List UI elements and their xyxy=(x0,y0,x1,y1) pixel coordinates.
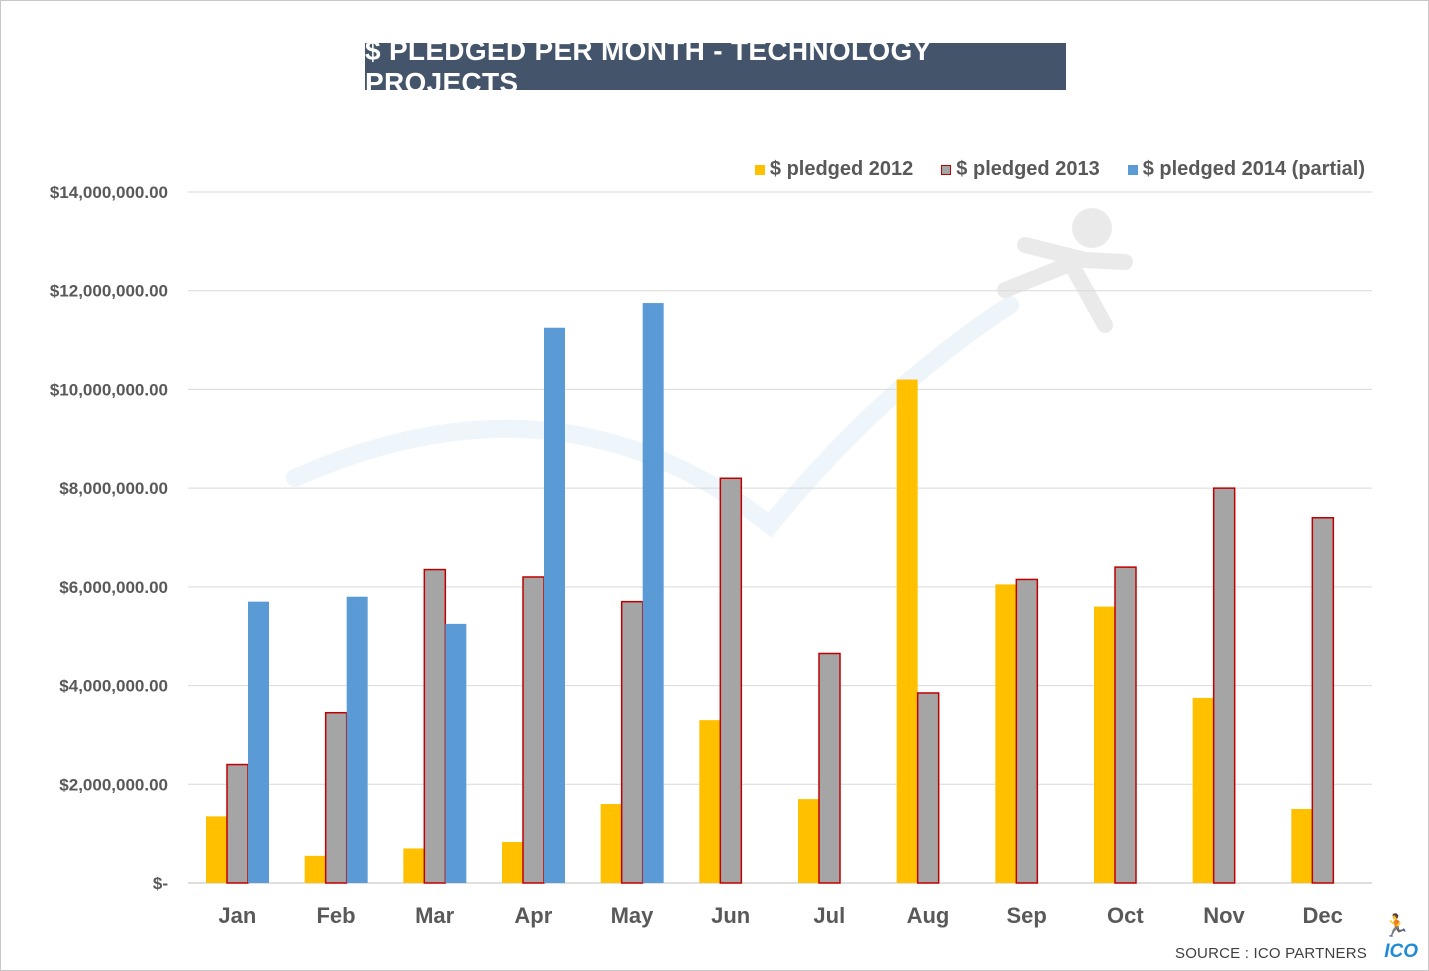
bar-may-series-1 xyxy=(620,600,644,884)
legend-item-2014: $ pledged 2014 (partial) xyxy=(1127,158,1365,181)
bar-apr-series-1 xyxy=(522,576,545,884)
x-tick-label: Sep xyxy=(1006,903,1046,928)
bar-sep-series-1 xyxy=(1015,578,1039,884)
bar-oct-series-0 xyxy=(1094,606,1115,883)
bar-mar-series-1 xyxy=(423,568,447,884)
bar-jun-series-0 xyxy=(699,720,721,883)
legend-label-2012: $ pledged 2012 xyxy=(769,158,914,180)
bar-feb-series-0 xyxy=(304,855,326,883)
y-tick-label: $12,000,000.00 xyxy=(50,282,168,301)
bar-feb-series-2 xyxy=(346,596,368,883)
bar-jun-series-1 xyxy=(719,477,743,884)
x-tick-label: Jun xyxy=(711,903,750,928)
bar-may-series-2 xyxy=(642,303,664,883)
legend-swatch-2012 xyxy=(754,164,765,175)
bar-apr-series-2 xyxy=(544,327,565,883)
bar-mar-series-0 xyxy=(403,848,425,883)
bar-oct-series-1 xyxy=(1114,566,1137,884)
x-tick-label: Aug xyxy=(907,903,950,928)
y-tick-label: $14,000,000.00 xyxy=(50,183,168,202)
x-tick-label: May xyxy=(611,903,655,928)
x-tick-label: Jan xyxy=(218,903,256,928)
bar-jul-series-1 xyxy=(818,652,841,884)
bar-may-series-0 xyxy=(600,804,622,883)
y-tick-label: $10,000,000.00 xyxy=(50,380,168,399)
bar-nov-series-0 xyxy=(1192,697,1214,883)
legend-item-2013: $ pledged 2013 xyxy=(941,158,1100,181)
chart-title: $ PLEDGED PER MONTH - TECHNOLOGY PROJECT… xyxy=(365,34,932,98)
bar-sep-series-0 xyxy=(995,584,1017,883)
ico-logo: 🏃 ICO xyxy=(1378,913,1418,963)
y-tick-label: $6,000,000.00 xyxy=(59,578,168,597)
bar-jul-series-0 xyxy=(798,799,819,883)
x-tick-label: Feb xyxy=(316,903,355,928)
x-tick-label: Jul xyxy=(813,903,845,928)
bar-mar-series-2 xyxy=(445,623,467,883)
chart-title-box: $ PLEDGED PER MONTH - TECHNOLOGY PROJECT… xyxy=(365,35,1066,98)
source-note: SOURCE : ICO PARTNERS xyxy=(1174,945,1367,962)
y-tick-label: $8,000,000.00 xyxy=(59,479,168,498)
bar-aug-series-0 xyxy=(896,379,918,883)
x-tick-label: Dec xyxy=(1302,903,1342,928)
bar-nov-series-1 xyxy=(1212,487,1236,884)
x-tick-label: Nov xyxy=(1203,903,1245,928)
x-tick-label: Oct xyxy=(1107,903,1144,928)
bar-dec-series-0 xyxy=(1291,808,1313,883)
legend-label-2014: $ pledged 2014 (partial) xyxy=(1142,158,1365,180)
legend-swatch-2013 xyxy=(941,164,952,175)
y-tick-label: $2,000,000.00 xyxy=(59,775,168,794)
y-tick-label: $4,000,000.00 xyxy=(59,677,168,696)
bar-jan-series-1 xyxy=(226,763,249,884)
bar-apr-series-0 xyxy=(502,842,523,883)
bar-jan-series-0 xyxy=(206,816,227,883)
bar-aug-series-1 xyxy=(916,692,940,884)
bar-feb-series-1 xyxy=(324,711,348,884)
bar-jan-series-2 xyxy=(248,601,269,883)
x-tick-label: Apr xyxy=(514,903,552,928)
ico-partners-watermark xyxy=(286,208,1133,538)
bar-dec-series-1 xyxy=(1311,517,1335,884)
x-tick-label: Mar xyxy=(415,903,455,928)
chart-legend: $ pledged 2012 $ pledged 2013 $ pledged … xyxy=(754,158,1365,181)
legend-label-2013: $ pledged 2013 xyxy=(956,158,1100,180)
logo-text: ICO xyxy=(1384,941,1418,962)
legend-swatch-2014 xyxy=(1127,164,1138,175)
runner-icon: 🏃 xyxy=(1382,913,1410,938)
legend-item-2012: $ pledged 2012 xyxy=(754,158,914,181)
y-tick-label: $- xyxy=(153,874,168,893)
